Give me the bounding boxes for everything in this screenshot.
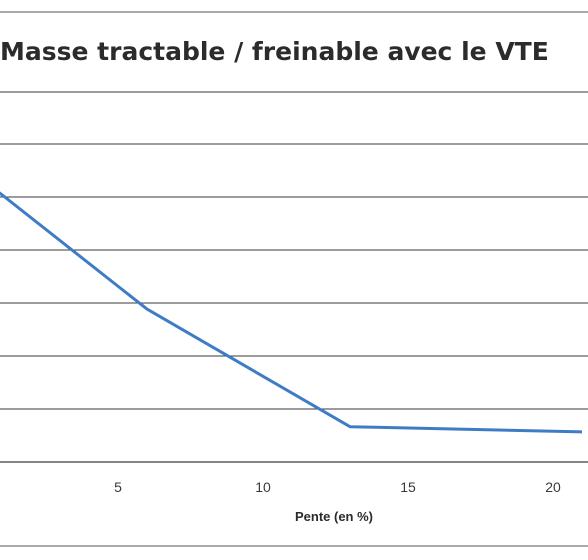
x-axis-tick-labels: 5 10 15 20 [114, 479, 561, 495]
series-lines [0, 191, 583, 434]
x-axis-title: Pente (en %) [295, 509, 373, 524]
chart-title: Masse tractable / freinable avec le VTE [0, 37, 549, 66]
x-tick-label: 10 [255, 479, 271, 495]
gridlines [0, 91, 588, 463]
x-tick-label: 20 [545, 479, 561, 495]
x-tick-label: 15 [400, 479, 416, 495]
series-line [0, 191, 583, 434]
x-tick-label: 5 [114, 479, 122, 495]
